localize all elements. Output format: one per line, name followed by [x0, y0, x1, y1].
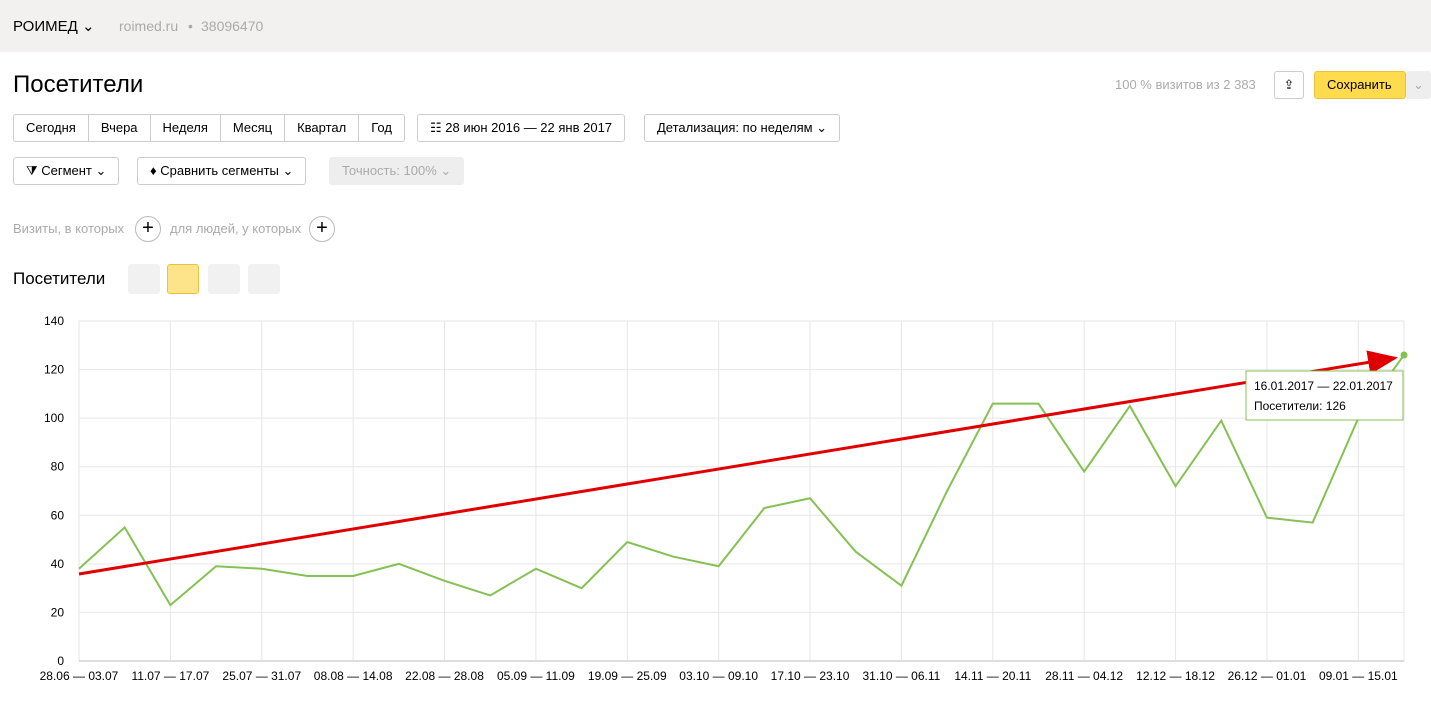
accuracy-text[interactable]: Точность: 100%	[342, 163, 437, 178]
brand[interactable]: РОИМЕД	[13, 18, 78, 35]
tooltip-value: Посетители: 126	[1254, 399, 1346, 413]
y-tick-label: 100	[44, 411, 64, 425]
bar-chart-button[interactable]	[248, 264, 280, 294]
y-tick-label: 140	[44, 314, 64, 328]
people-filter-label: для людей, у которых	[170, 221, 302, 236]
chart: 0 20 40 60 80 100 120 140 28.06 — 03.07 11.07 — 1…	[40, 314, 1408, 683]
y-tick-label: 0	[57, 654, 64, 668]
counter-id: 38096470	[201, 18, 264, 34]
compare-button[interactable]: ♦ Сравнить сегменты ⌄	[137, 157, 307, 185]
tooltip-number: 126	[1326, 399, 1346, 413]
series-line	[78, 354, 1405, 607]
tooltip-label: Посетители:	[1254, 399, 1322, 413]
hover-point	[1400, 351, 1408, 359]
x-tick-label: 26.12 — 01.01	[1228, 669, 1307, 683]
x-tick-label: 14.11 — 20.11	[954, 669, 1031, 683]
top-bar	[0, 0, 1431, 52]
x-tick-label: 25.07 — 31.07	[222, 669, 301, 683]
period-button[interactable]: Сегодня	[14, 115, 89, 141]
x-tick-label: 08.08 — 14.08	[314, 669, 393, 683]
period-button[interactable]: Неделя	[151, 115, 221, 141]
plot-frame	[78, 320, 1405, 662]
add-people-filter[interactable]: +	[309, 216, 335, 242]
pie-chart-button[interactable]	[128, 264, 160, 294]
compare-text[interactable]: Сравнить сегменты	[160, 163, 279, 178]
visits-filter-label: Визиты, в которых	[13, 221, 125, 236]
x-tick-label: 03.10 — 09.10	[679, 669, 758, 683]
separator: •	[188, 18, 193, 34]
date-range-text[interactable]: 28 июн 2016 — 22 янв 2017	[445, 120, 613, 135]
period-button[interactable]: Месяц	[221, 115, 286, 141]
period-group: Сегодня Вчера Неделя Месяц Квартал Год	[13, 114, 405, 142]
area-chart-button[interactable]	[208, 264, 240, 294]
export-button[interactable]: ⇪	[1274, 71, 1304, 99]
trend-arrow	[78, 350, 1398, 576]
detail-text[interactable]: Детализация: по неделям	[657, 120, 813, 135]
tooltip-box	[1245, 370, 1404, 421]
accuracy-button[interactable]: Точность: 100% ⌄	[329, 157, 465, 185]
x-tick-label: 28.11 — 04.12	[1045, 669, 1123, 683]
period-button[interactable]: Год	[371, 120, 392, 135]
x-tick-label: 09.01 — 15.01	[1319, 669, 1398, 683]
x-tick-label: 22.08 — 28.08	[405, 669, 484, 683]
y-tick-label: 60	[51, 508, 65, 522]
add-visit-filter[interactable]: +	[135, 216, 161, 242]
x-tick-label: 28.06 — 03.07	[40, 669, 119, 683]
date-range[interactable]: ☷ 28 июн 2016 — 22 янв 2017	[417, 114, 626, 142]
map-button[interactable]	[288, 264, 320, 294]
y-tick-label: 80	[51, 460, 65, 474]
detail-select[interactable]: Детализация: по неделям ⌄	[644, 114, 841, 142]
save-menu[interactable]: ⌄	[1406, 71, 1431, 99]
page-title: Посетители	[13, 71, 144, 98]
x-tick-label: 11.07 — 17.07	[131, 669, 209, 683]
y-tick-label: 20	[51, 605, 65, 619]
x-tick-label: 19.09 — 25.09	[588, 669, 667, 683]
chart-title: Посетители	[13, 269, 106, 288]
counter-name[interactable]: РОИМЕД ⌄	[13, 18, 95, 35]
tooltip-period: 16.01.2017 — 22.01.2017	[1254, 379, 1393, 393]
site: roimed.ru	[119, 18, 179, 34]
x-tick-label: 12.12 — 18.12	[1136, 669, 1215, 683]
y-tick-label: 40	[51, 557, 65, 571]
save-button[interactable]: Сохранить	[1314, 71, 1406, 99]
x-tick-label: 31.10 — 06.11	[862, 669, 940, 683]
tooltip: 16.01.2017 — 22.01.2017 Посетители: 126	[1245, 370, 1404, 421]
segment-text[interactable]: Сегмент	[41, 163, 92, 178]
sample-info: 100 % визитов из 2 383	[1115, 77, 1256, 92]
line-chart-button[interactable]	[167, 264, 199, 294]
y-tick-label: 120	[44, 363, 64, 377]
period-button[interactable]: Вчера	[89, 115, 151, 141]
period-button[interactable]: Квартал	[285, 115, 360, 141]
x-tick-label: 05.09 — 11.09	[497, 669, 575, 683]
x-tick-label: 17.10 — 23.10	[771, 669, 850, 683]
segment-button[interactable]: ⧩ Сегмент ⌄	[13, 157, 120, 185]
